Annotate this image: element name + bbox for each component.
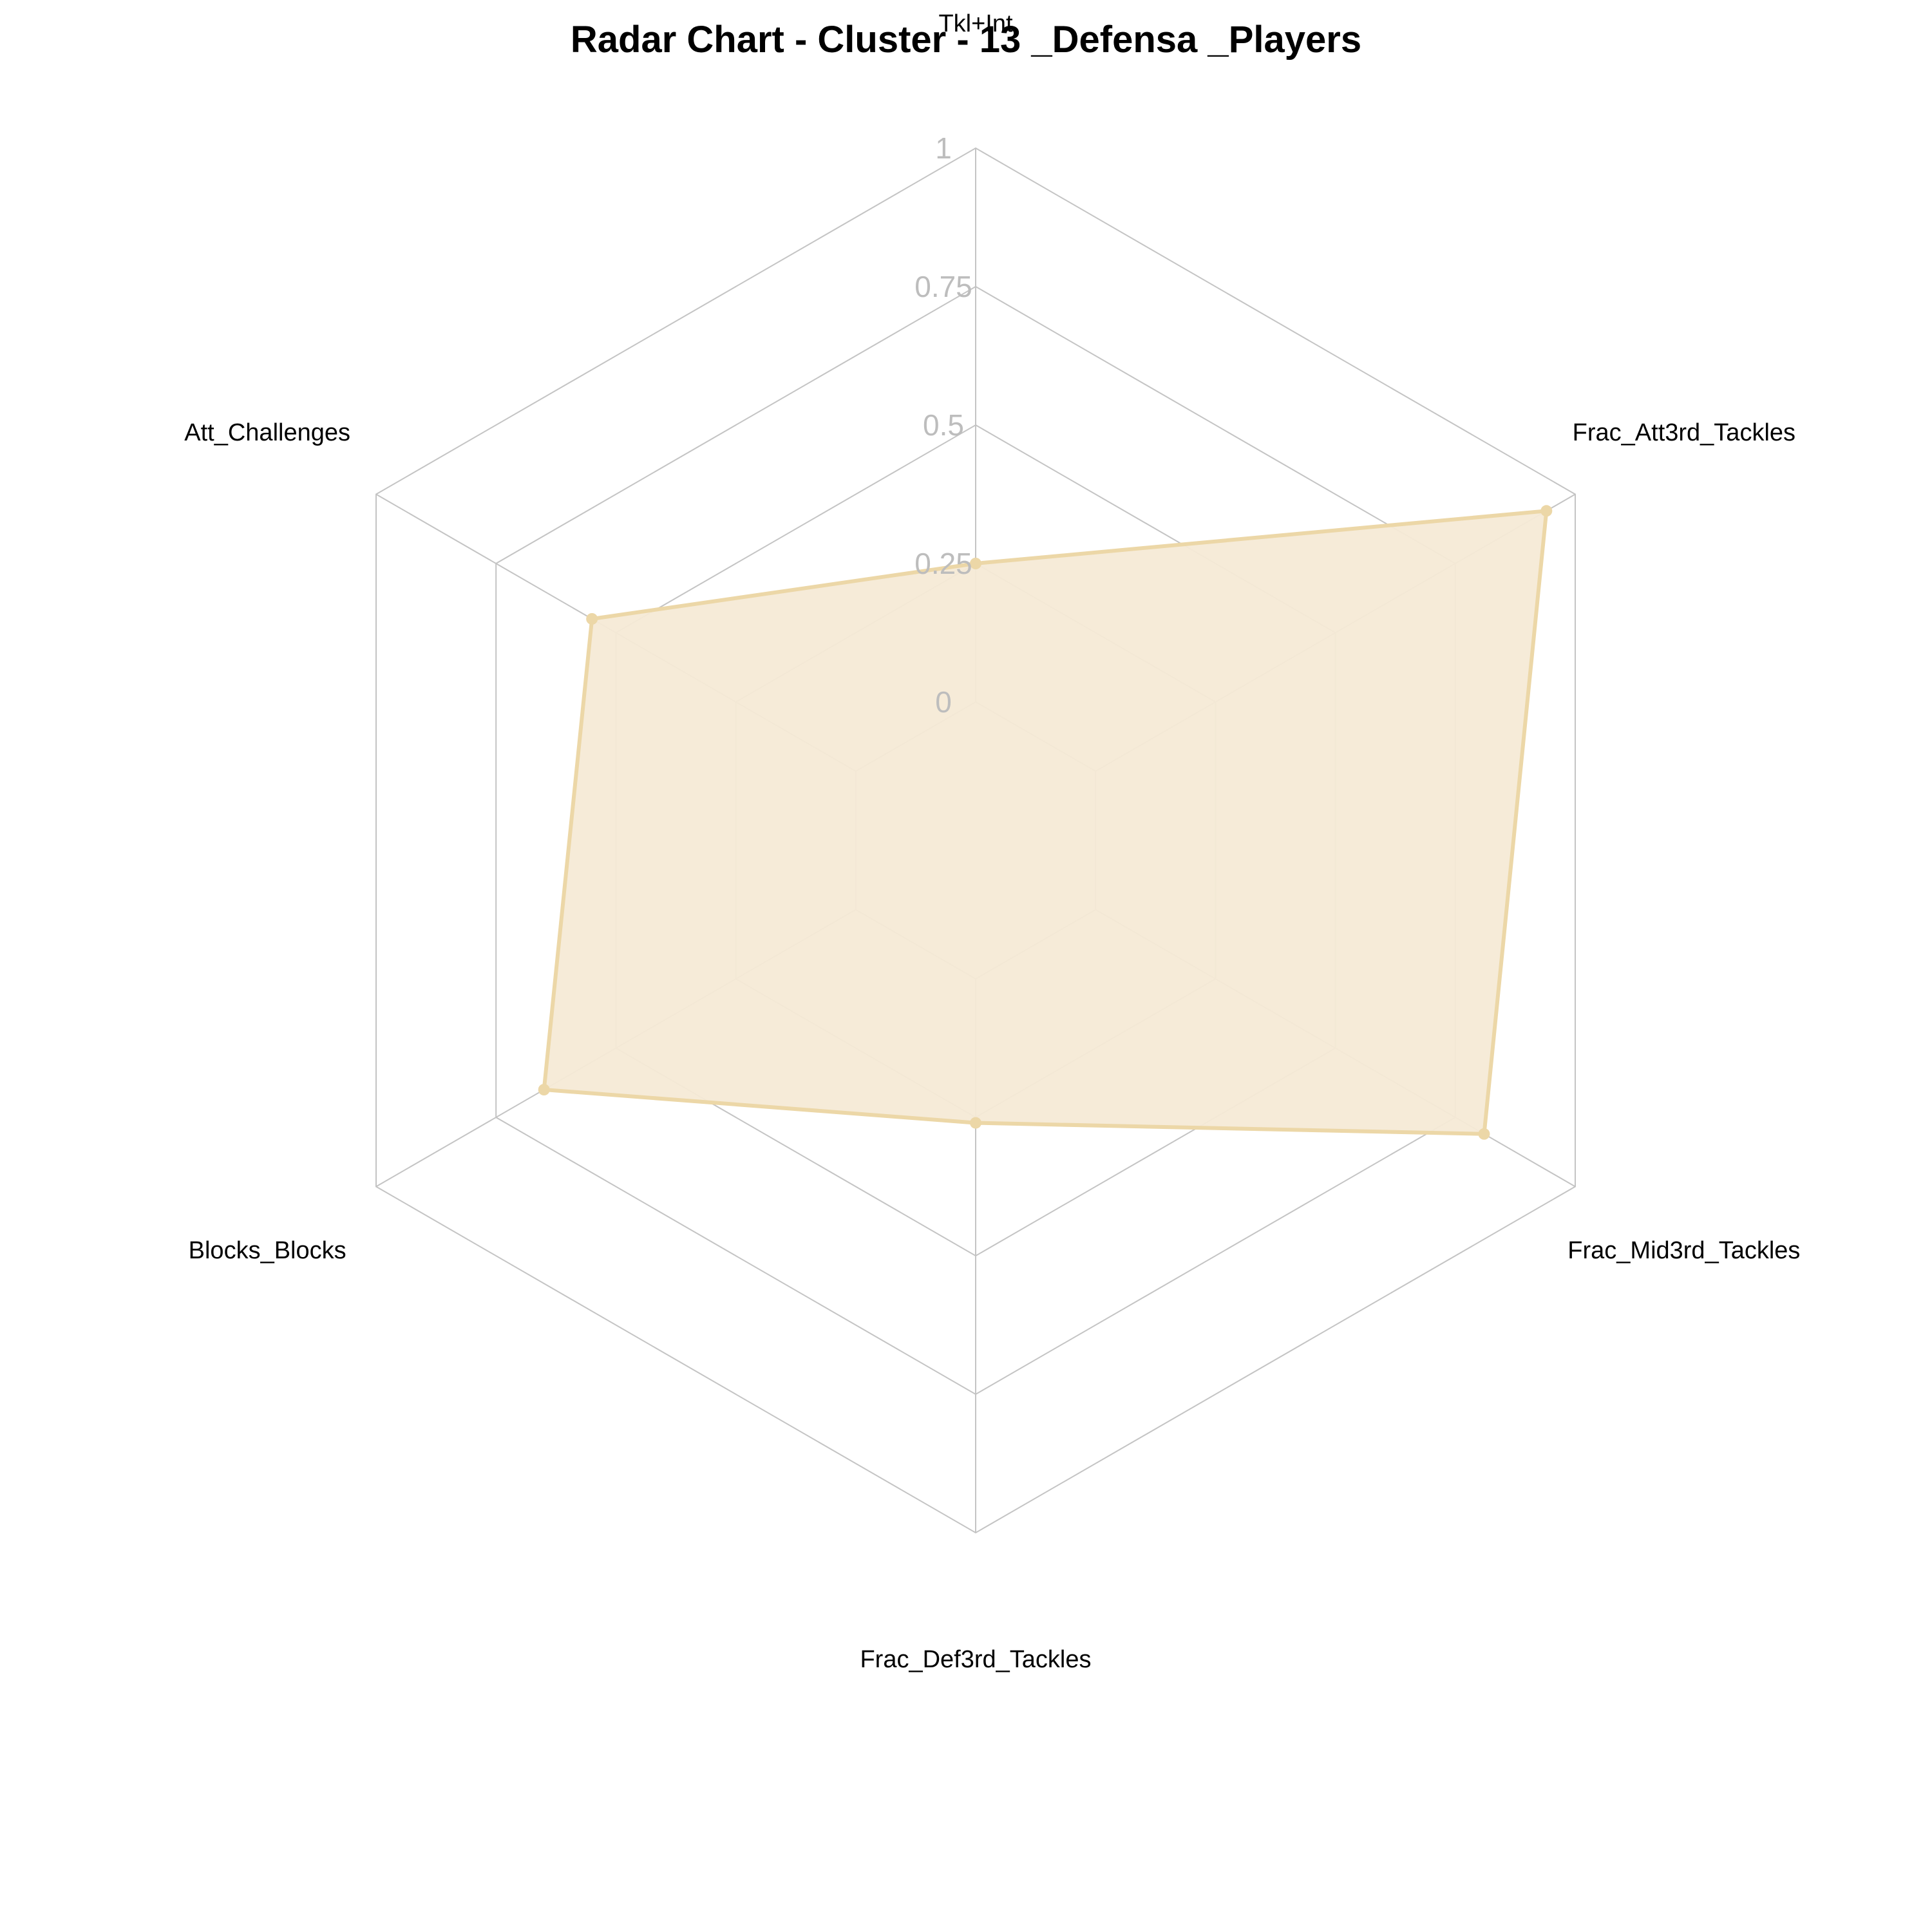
data-point-4 <box>538 1084 550 1095</box>
data-point-5 <box>586 613 598 625</box>
radar-data <box>538 505 1553 1140</box>
tick-label-4: 1 <box>935 131 952 165</box>
tick-label-3: 0.75 <box>914 270 972 303</box>
tick-label-1: 0.25 <box>914 547 972 580</box>
data-point-3 <box>970 1117 981 1129</box>
axis-label-0: Tkl+Int <box>938 10 1013 37</box>
chart-title: Radar Chart - Cluster - 13 _Defensa _Pla… <box>570 19 1362 61</box>
tick-label-2: 0.5 <box>923 408 964 442</box>
axis-label-1: Frac_Att3rd_Tackles <box>1573 419 1795 446</box>
axis-label-4: Blocks_Blocks <box>189 1237 346 1264</box>
axis-label-2: Frac_Mid3rd_Tackles <box>1567 1237 1800 1264</box>
axis-label-5: Att_Challenges <box>184 419 350 446</box>
radar-axis-labels: Tkl+Int Frac_Att3rd_Tackles Frac_Mid3rd_Ta… <box>184 10 1800 1673</box>
radar-tick-labels: 0 0.25 0.5 0.75 1 <box>914 131 972 719</box>
data-point-0 <box>970 558 981 569</box>
axis-label-3: Frac_Def3rd_Tackles <box>860 1646 1091 1673</box>
series-area-0 <box>542 509 1549 1136</box>
data-point-2 <box>1478 1128 1490 1140</box>
data-point-1 <box>1540 505 1553 517</box>
tick-label-0: 0 <box>935 685 952 719</box>
